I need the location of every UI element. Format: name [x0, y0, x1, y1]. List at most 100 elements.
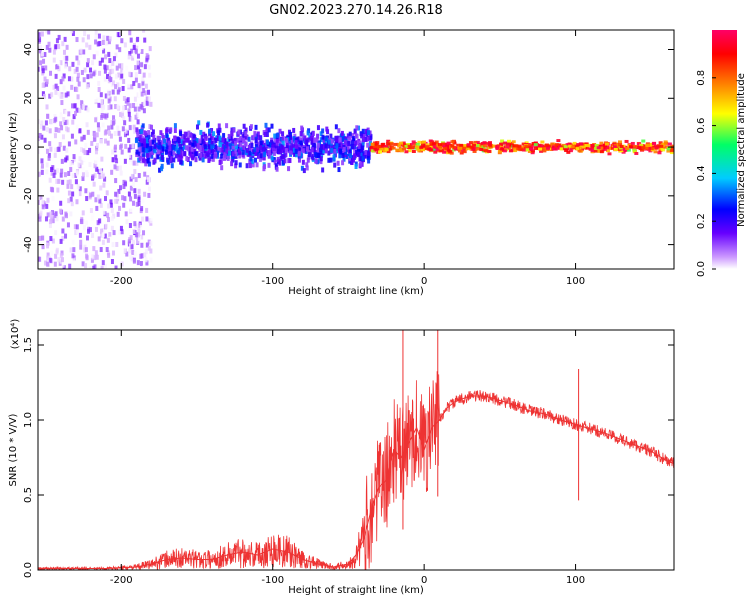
spectrogram-cell — [71, 173, 75, 179]
spectrogram-cell — [74, 172, 78, 178]
spectrogram-cell — [262, 146, 266, 152]
spectrogram-cell — [228, 144, 232, 150]
spectrogram-cell — [56, 64, 60, 70]
spectrogram-cell — [108, 130, 112, 136]
spectrogram-cell — [337, 143, 341, 149]
spectrogram-cell — [129, 144, 133, 150]
spectrogram-cell — [359, 145, 363, 151]
spectrogram-cell — [75, 107, 79, 113]
spectrogram-cell — [177, 137, 181, 143]
spectrogram-cell — [87, 228, 91, 234]
spectrogram-cell — [568, 149, 573, 153]
spectrogram-cell — [267, 153, 271, 159]
spectrogram-cell — [103, 64, 107, 70]
spectrogram-cell — [355, 125, 359, 131]
spectrogram-cell — [110, 124, 114, 130]
spectrogram-cell — [44, 120, 48, 126]
spectrogram-cell — [194, 157, 198, 163]
spectrogram-cell — [517, 144, 522, 148]
spectrogram-cell — [648, 149, 653, 153]
spectrogram-cell — [85, 220, 89, 226]
spectrogram-cell — [109, 133, 113, 139]
spectrogram-cell — [529, 147, 534, 151]
spectrogram-cell — [85, 253, 89, 259]
spectrogram-cell — [102, 35, 106, 41]
spectrogram-cell — [119, 170, 123, 176]
spectrogram-cell — [92, 246, 96, 252]
spectrogram-cell — [66, 127, 70, 133]
spectrogram-cell — [199, 152, 203, 158]
spectrogram-cell — [630, 141, 635, 145]
spectrogram-cell — [116, 211, 120, 217]
spectrogram-cell — [94, 197, 98, 203]
spectrogram-cell — [619, 145, 624, 149]
spectrogram-cell — [123, 158, 127, 164]
spectrogram-cell — [236, 144, 240, 150]
spectrogram-cell — [112, 56, 116, 62]
spectrogram-cell — [129, 243, 133, 249]
spectrogram-cell — [217, 130, 221, 136]
spectrogram-cell — [339, 133, 343, 139]
spectrogram-cell — [92, 71, 96, 77]
spectrogram-cell — [319, 137, 323, 143]
spectrogram-cell — [89, 67, 93, 73]
spectrogram-cell — [66, 91, 70, 97]
spectrogram-cell — [75, 66, 79, 72]
spectrogram-cell — [663, 141, 668, 145]
spectrogram-cell — [336, 135, 340, 141]
spectrogram-cell — [54, 73, 58, 79]
spectrogram-cell — [121, 86, 125, 92]
spectrogram-cell — [239, 142, 243, 148]
spectrogram-cell — [413, 142, 418, 146]
spectrogram-cell — [335, 137, 339, 143]
spectrogram-cell — [145, 137, 149, 143]
spectrogram-cell — [96, 41, 100, 47]
spectrogram-cell — [45, 81, 49, 87]
spectrogram-cell — [121, 195, 125, 201]
spectrogram-cell — [114, 198, 118, 204]
x-tick-label: 0 — [421, 575, 427, 586]
spectrogram-cell — [125, 251, 129, 257]
spectrogram-cell — [267, 150, 271, 156]
spectrogram-cell — [670, 146, 674, 150]
spectrogram-cell — [360, 161, 364, 167]
spectrogram-cell — [127, 152, 131, 158]
spectrogram-cell — [38, 199, 40, 205]
spectrogram-cell — [66, 179, 70, 185]
y-tick-label: 1.0 — [23, 412, 34, 428]
spectrogram-cell — [79, 48, 83, 54]
spectrogram-cell — [72, 257, 76, 263]
spectrogram-cell — [327, 150, 331, 156]
spectrogram-cell — [462, 150, 467, 154]
spectrogram-cell — [48, 257, 52, 263]
spectrogram-cell — [397, 144, 402, 148]
spectrogram-cell — [116, 125, 120, 131]
spectrogram-cell — [156, 149, 160, 155]
spectrogram-cell — [402, 147, 407, 151]
spectrogram-cell — [124, 143, 128, 149]
spectrogram-cell — [667, 142, 672, 146]
spectrogram-cell — [230, 131, 234, 137]
spectrogram-cell — [306, 146, 310, 152]
spectrogram-cell — [632, 146, 637, 150]
spectrogram-cell — [69, 211, 73, 217]
spectrogram-cell — [378, 150, 383, 154]
spectrogram-cell — [116, 89, 120, 95]
spectrogram-cell — [40, 51, 44, 57]
spectrogram-cell — [605, 146, 610, 150]
spectrogram-cell — [360, 133, 364, 139]
spectrogram-cell — [38, 37, 42, 43]
spectrogram-cell — [132, 160, 136, 166]
spectrogram-cell — [108, 232, 112, 238]
spectrogram-cell — [145, 147, 149, 153]
spectrogram-cell — [64, 211, 68, 217]
spectrogram-cell — [127, 239, 131, 245]
spectrogram-cell — [505, 142, 510, 146]
spectrogram-cell — [167, 137, 171, 143]
spectrogram-cell — [137, 92, 141, 98]
spectrogram-cell — [254, 138, 258, 144]
spectrogram-cell — [248, 150, 252, 156]
spectrogram-cell — [108, 72, 112, 78]
spectrogram-cell — [68, 215, 72, 221]
spectrogram-cell — [114, 191, 118, 197]
